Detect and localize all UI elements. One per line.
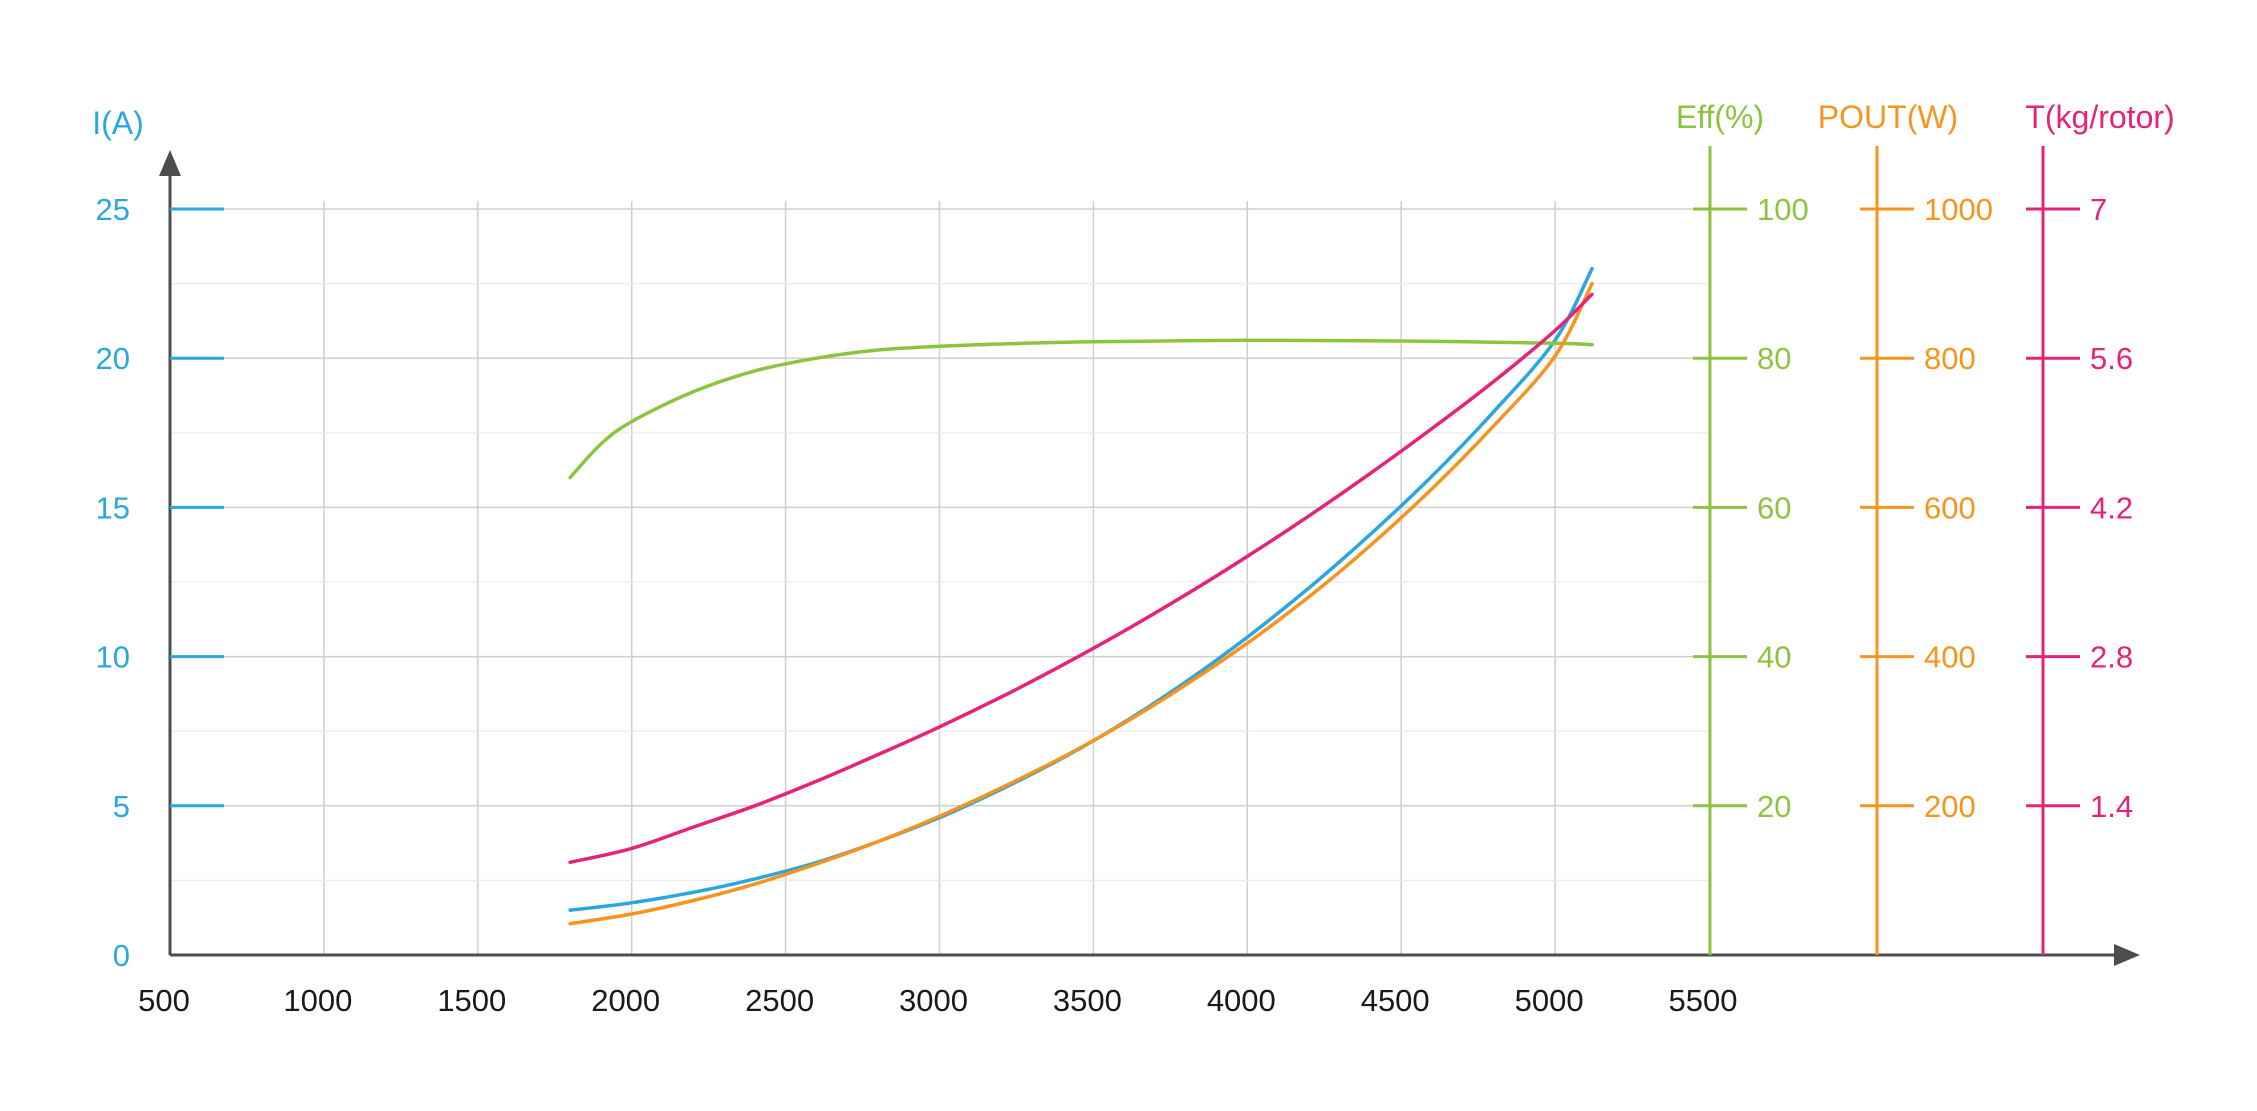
y-axis-title-efficiency: Eff(%) (1676, 99, 1764, 135)
y-tick-label-power: 600 (1924, 490, 1976, 525)
x-tick-label: 1000 (283, 983, 352, 1018)
series-line-thrust (568, 292, 1594, 865)
y-axis-title-power: POUT(W) (1818, 99, 1958, 135)
x-axis-arrow-icon (2114, 944, 2140, 966)
y-tick-label-power: 400 (1924, 640, 1976, 675)
y-tick-label-current: 10 (96, 640, 130, 675)
x-tick-label: 4000 (1207, 983, 1276, 1018)
grid (170, 201, 1710, 955)
y-tick-label-thrust: 1.4 (2090, 789, 2133, 824)
y-axis-arrow-icon (159, 150, 181, 176)
y-tick-label-current: 20 (96, 341, 130, 376)
y-tick-label-current: 15 (96, 490, 130, 525)
x-tick-label: 3000 (899, 983, 968, 1018)
y-tick-label-efficiency: 100 (1757, 192, 1809, 227)
y-tick-label-current: 25 (96, 192, 130, 227)
y-tick-label-current: 5 (113, 789, 130, 824)
y-tick-label-power: 1000 (1924, 192, 1993, 227)
y-tick-label-thrust: 7 (2090, 192, 2107, 227)
x-tick-label: 3500 (1053, 983, 1122, 1018)
y-axis-title-current: I(A) (92, 105, 144, 141)
series-line-power (568, 281, 1594, 926)
series-lines (568, 266, 1594, 926)
x-tick-label: 500 (138, 983, 190, 1018)
y-tick-label-thrust: 5.6 (2090, 341, 2133, 376)
x-tick-label: 2500 (745, 983, 814, 1018)
series-line-efficiency (568, 338, 1594, 480)
y-tick-label-efficiency: 80 (1757, 341, 1791, 376)
x-tick-label: 1500 (437, 983, 506, 1018)
y-tick-label-power: 200 (1924, 789, 1976, 824)
y-tick-label-thrust: 4.2 (2090, 490, 2133, 525)
y-tick-label-power: 800 (1924, 341, 1976, 376)
x-tick-label: 5500 (1669, 983, 1738, 1018)
x-tick-label: 4500 (1361, 983, 1430, 1018)
series-line-current (568, 266, 1594, 912)
y-tick-label-current: 0 (113, 938, 130, 973)
y-tick-label-efficiency: 60 (1757, 490, 1791, 525)
y-axis-title-thrust: T(kg/rotor) (2025, 99, 2174, 135)
y-tick-label-efficiency: 20 (1757, 789, 1791, 824)
labels: 0 5 10 15 20 25 I(A) 500 1000 1500 2000 2500 3000 350… (92, 99, 2174, 1018)
x-tick-label: 2000 (591, 983, 660, 1018)
y-tick-label-efficiency: 40 (1757, 640, 1791, 675)
y-tick-label-thrust: 2.8 (2090, 640, 2133, 675)
axes (159, 146, 2140, 966)
x-tick-label: 5000 (1515, 983, 1584, 1018)
